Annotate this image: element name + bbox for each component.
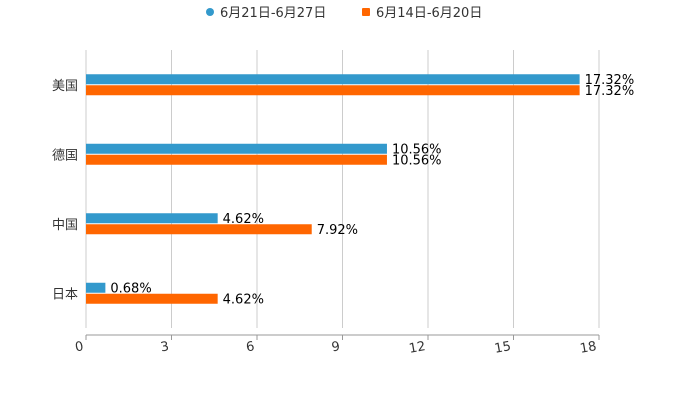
bar-1-0: [86, 85, 580, 96]
bar-0-1: [86, 143, 387, 154]
data-label: 17.32%: [585, 84, 635, 99]
category-label: 美国: [52, 79, 78, 94]
bar-1-1: [86, 154, 387, 165]
x-tick-label: 9: [330, 339, 341, 355]
legend-label-1: 6月14日-6月20日: [376, 6, 482, 21]
data-label: 7.92%: [317, 223, 358, 238]
data-label: 10.56%: [392, 153, 442, 168]
bar-1-3: [86, 293, 218, 304]
data-label: 10.56%: [392, 142, 442, 157]
category-label: 德国: [52, 148, 78, 163]
x-tick-label: 12: [408, 339, 427, 357]
bar-0-0: [86, 74, 580, 85]
x-tick-label: 6: [245, 339, 256, 355]
data-label: 17.32%: [585, 73, 635, 88]
category-label: 日本: [52, 287, 78, 302]
category-label: 中国: [52, 218, 78, 233]
data-label: 4.62%: [223, 292, 264, 307]
x-tick-label: 15: [493, 339, 512, 357]
x-tick-label: 18: [579, 339, 598, 357]
legend-marker-1: [362, 8, 370, 16]
legend-marker-0: [206, 8, 214, 16]
bar-0-2: [86, 213, 218, 224]
data-label: 0.68%: [110, 281, 151, 296]
data-label: 4.62%: [223, 212, 264, 227]
x-tick-label: 3: [159, 339, 170, 355]
bar-1-2: [86, 224, 312, 235]
bar-0-3: [86, 282, 106, 293]
legend-label-0: 6月21日-6月27日: [220, 6, 326, 21]
x-tick-label: 0: [74, 339, 85, 355]
